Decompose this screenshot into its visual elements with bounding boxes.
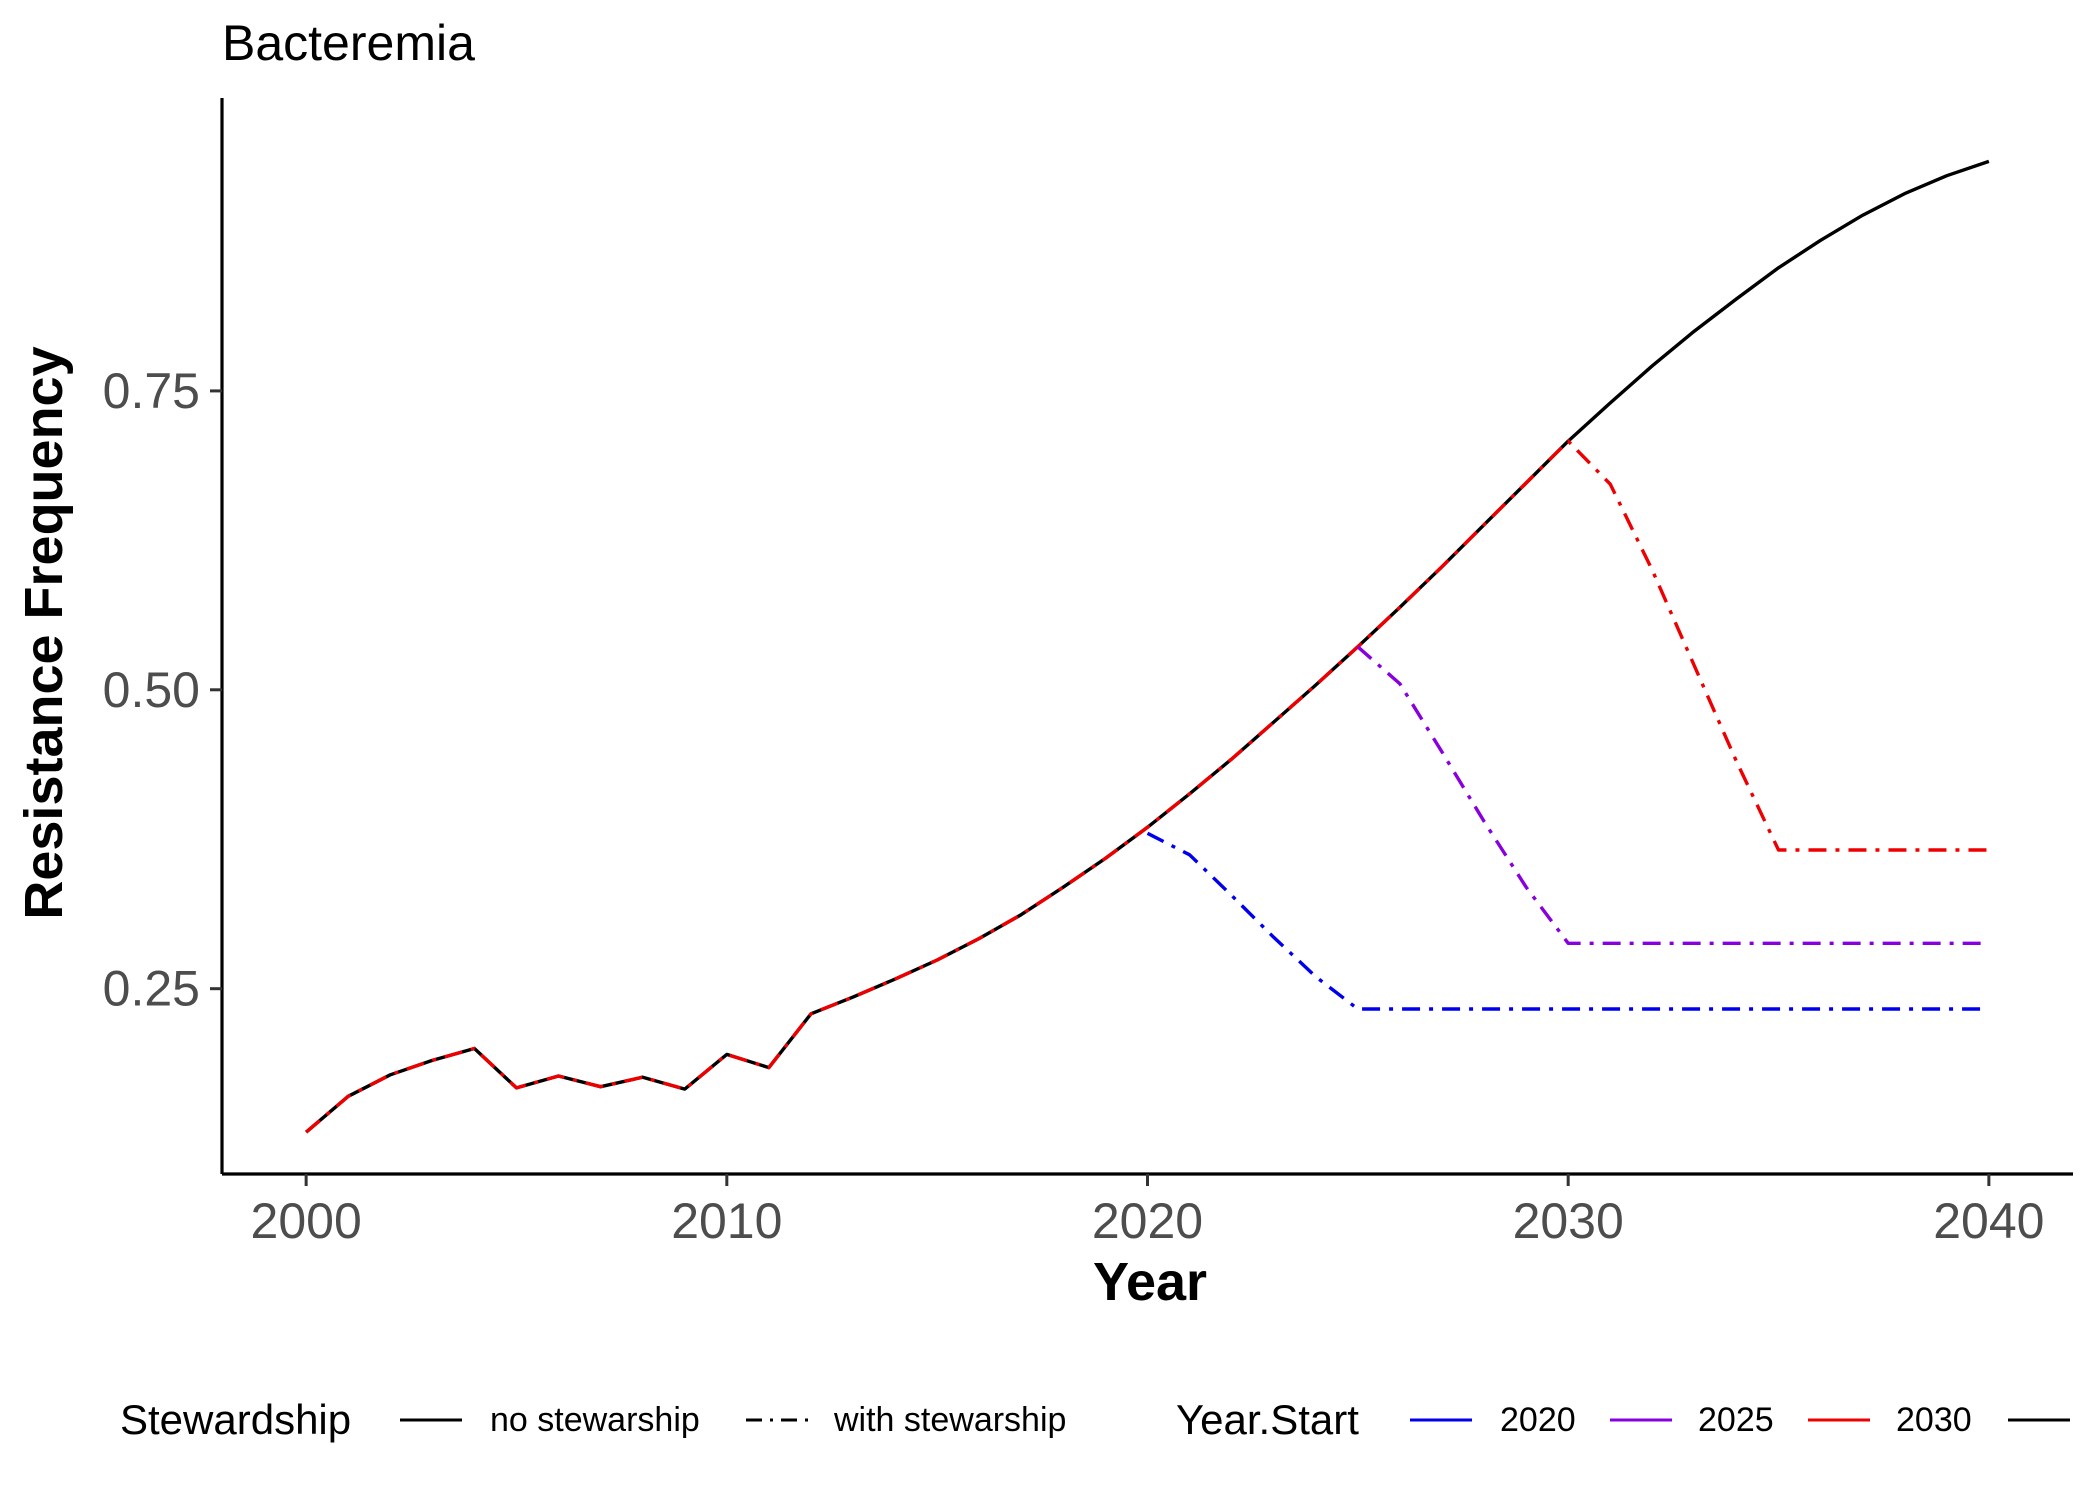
x-tick-label: 2010 (671, 1193, 782, 1249)
legend-title-stewardship: Stewardship (120, 1396, 351, 1443)
legend-label-2020: 2020 (1500, 1401, 1576, 1439)
y-axis-title: Resistance Frequency (14, 346, 74, 919)
y-tick-label: 0.50 (103, 662, 200, 718)
x-tick-label: 2000 (251, 1193, 362, 1249)
series-line-stewarship-2025 (1356, 645, 1989, 945)
chart-title: Bacteremia (222, 15, 475, 71)
legend-label-2030: 2030 (1896, 1401, 1972, 1439)
x-tick-label: 2020 (1092, 1193, 1203, 1249)
plot-area: 2000 2010 2020 2030 2040 0.25 0.50 0.75 (103, 98, 2073, 1249)
legend-label-with-stewarship: with stewarship (833, 1401, 1066, 1439)
legend: Stewardship no stewarship with stewarshi… (120, 1396, 2070, 1443)
y-tick-label: 0.75 (103, 363, 200, 419)
x-tick-label: 2040 (1933, 1193, 2044, 1249)
y-tick-label: 0.25 (103, 961, 200, 1017)
x-axis-title: Year (1093, 1252, 1207, 1312)
y-ticks: 0.25 0.50 0.75 (103, 363, 222, 1017)
x-tick-label: 2030 (1513, 1193, 1624, 1249)
legend-label-no-stewarship: no stewarship (490, 1401, 700, 1439)
legend-title-year-start: Year.Start (1176, 1396, 1359, 1443)
series-line-no-stewarship (304, 159, 1990, 1134)
series-layer (304, 159, 1990, 1134)
legend-label-2025: 2025 (1698, 1401, 1774, 1439)
x-ticks: 2000 2010 2020 2030 2040 (251, 1174, 2044, 1249)
series-line-stewarship-2030 (304, 439, 1989, 1134)
series-line-stewarship-2020 (1146, 831, 1989, 1011)
